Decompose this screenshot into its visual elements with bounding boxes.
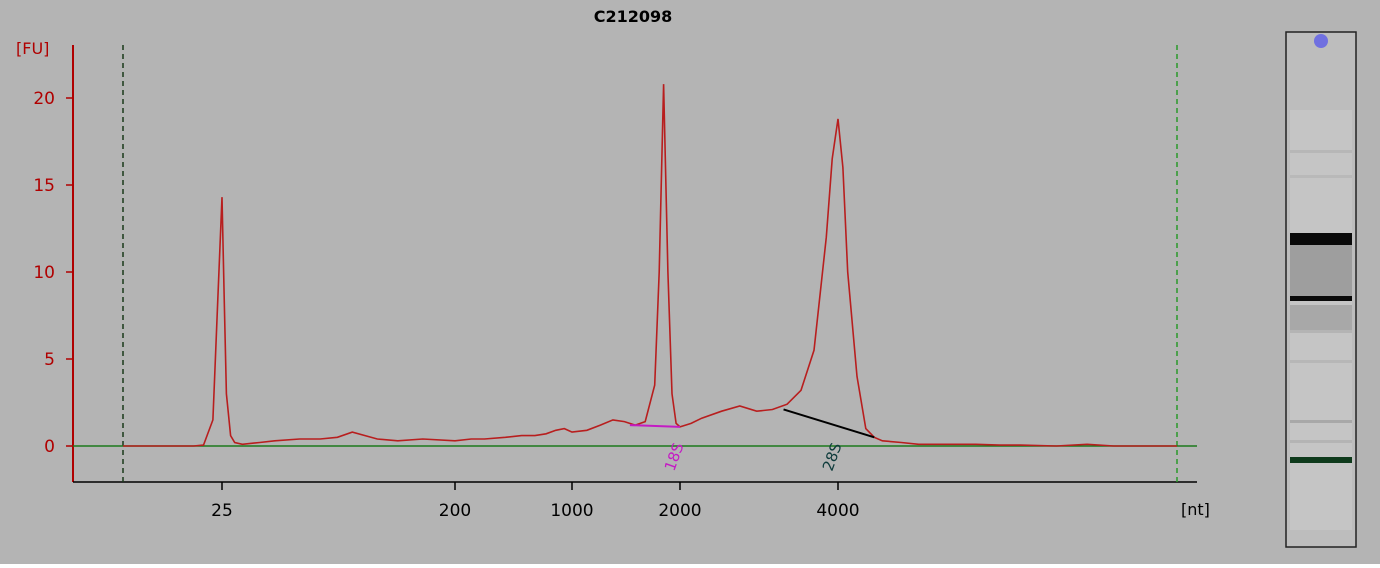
y-axis-ticks: 0 5 10 15 20 [33, 89, 73, 457]
gel-smear-region [1290, 244, 1352, 299]
x-tick-label: 4000 [816, 501, 859, 521]
peak-28s-baseline [783, 408, 875, 439]
x-tick-label: 2000 [658, 501, 701, 521]
gel-faint-band [1290, 360, 1352, 363]
gel-faint-band [1290, 440, 1352, 443]
gel-band-28s [1290, 233, 1352, 245]
x-axis-label: [nt] [1181, 500, 1210, 519]
y-tick-label: 20 [33, 89, 55, 109]
chart-title: C212098 [594, 7, 673, 26]
y-tick-label: 0 [44, 437, 55, 457]
x-tick-label: 25 [211, 501, 233, 521]
x-axis-ticks: 25 200 1000 2000 4000 [211, 482, 860, 521]
gel-faint-band [1290, 175, 1352, 178]
gel-well-dot [1314, 34, 1328, 48]
peak-18s-baseline [629, 424, 681, 428]
gel-lane [1285, 31, 1357, 548]
electropherogram-trace [123, 84, 1177, 447]
gel-band-marker [1290, 457, 1352, 463]
y-tick-label: 10 [33, 263, 55, 283]
gel-band-18s [1290, 296, 1352, 301]
y-tick-label: 5 [44, 350, 55, 370]
gel-faint-band [1290, 330, 1352, 333]
y-tick-label: 15 [33, 176, 55, 196]
gel-smear-region [1290, 305, 1352, 330]
gel-faint-band [1290, 150, 1352, 153]
x-tick-label: 200 [439, 501, 471, 521]
y-axis-label: [FU] [16, 39, 49, 58]
x-tick-label: 1000 [550, 501, 593, 521]
gel-faint-band [1290, 420, 1352, 423]
